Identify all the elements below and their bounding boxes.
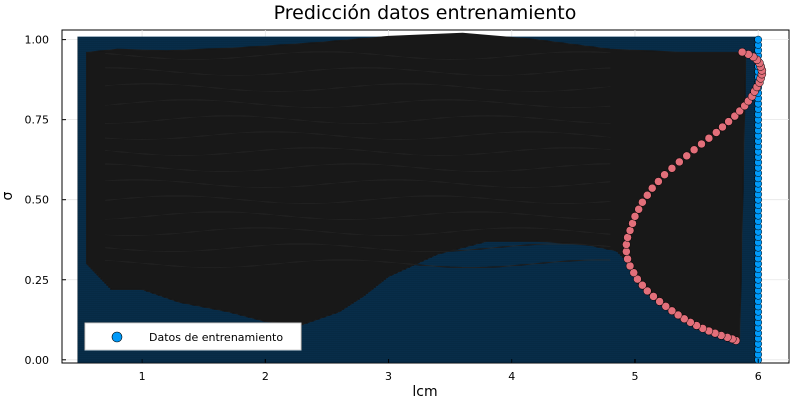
contour-line [105,99,611,109]
curve-point [730,111,740,121]
curve-point [667,164,677,173]
x-tick-label: 1 [139,370,146,383]
curve-point [630,212,640,221]
curve-point [629,268,638,277]
curve-point [634,205,643,214]
contour-line [105,67,611,76]
contour-line [105,131,611,141]
curve-point [654,177,663,186]
curve-point [718,122,727,132]
legend-label: Datos de entrenamiento [149,331,283,344]
curve-point [673,310,683,320]
contour-line [105,115,611,125]
curve-point [675,157,684,167]
y-tick-label: 0.25 [25,274,50,287]
curve-point [643,286,652,296]
training-point [754,35,763,44]
curve-point [638,198,647,207]
curve-point [647,183,657,193]
training-column-points [754,35,763,363]
curve-point [682,151,691,161]
x-tick-label: 4 [508,370,515,383]
curve-points [622,47,767,345]
y-tick-label: 0.00 [25,354,50,367]
contour-line [105,51,611,61]
contour-line [105,83,611,93]
curve-point [625,226,635,235]
x-tick-label: 3 [385,370,392,383]
curve-point [660,170,669,179]
x-tick-label: 2 [262,370,269,383]
curve-point [689,145,699,155]
contour-line [105,179,611,189]
contour-line [105,259,611,269]
y-tick-label: 0.50 [25,194,50,207]
curve-point [724,117,733,126]
curve-point [667,306,677,316]
curve-point [697,139,706,149]
curve-point [623,254,632,264]
surface-contour-lines [105,51,611,269]
contour-line [105,243,611,253]
curve-point [737,47,747,57]
contour-line [105,227,611,237]
y-axis-title: σ [0,191,16,200]
curve-point [622,240,631,249]
contour-line [105,147,611,157]
y-tick-label: 0.75 [25,114,50,127]
curve-point [625,261,635,271]
x-tick-label: 5 [631,370,638,383]
contour-line [105,211,611,220]
curve-point [649,292,658,301]
curve-point [680,314,689,324]
x-tick-label: 6 [755,370,762,383]
curve-point [655,297,664,306]
curve-point [643,190,652,200]
curve-point [712,128,721,137]
curve-point [638,280,647,290]
y-axis: 0.00 0.25 0.50 0.75 1.00 [25,34,66,367]
y-tick-label: 1.00 [25,34,50,47]
curve-point [735,106,744,116]
contour-line [105,163,611,172]
chart-title: Predicción datos entrenamiento [274,2,577,24]
x-axis-title: lcm [412,384,437,400]
curve-point [633,274,642,284]
curve-point [628,219,637,228]
contour-line [105,195,611,204]
curve-point [661,302,671,311]
x-axis: 1 2 3 4 5 6 [139,359,762,383]
curve-point [623,233,632,242]
legend-marker [111,331,123,343]
curve-point [704,133,714,143]
legend: Datos de entrenamiento [84,322,302,351]
